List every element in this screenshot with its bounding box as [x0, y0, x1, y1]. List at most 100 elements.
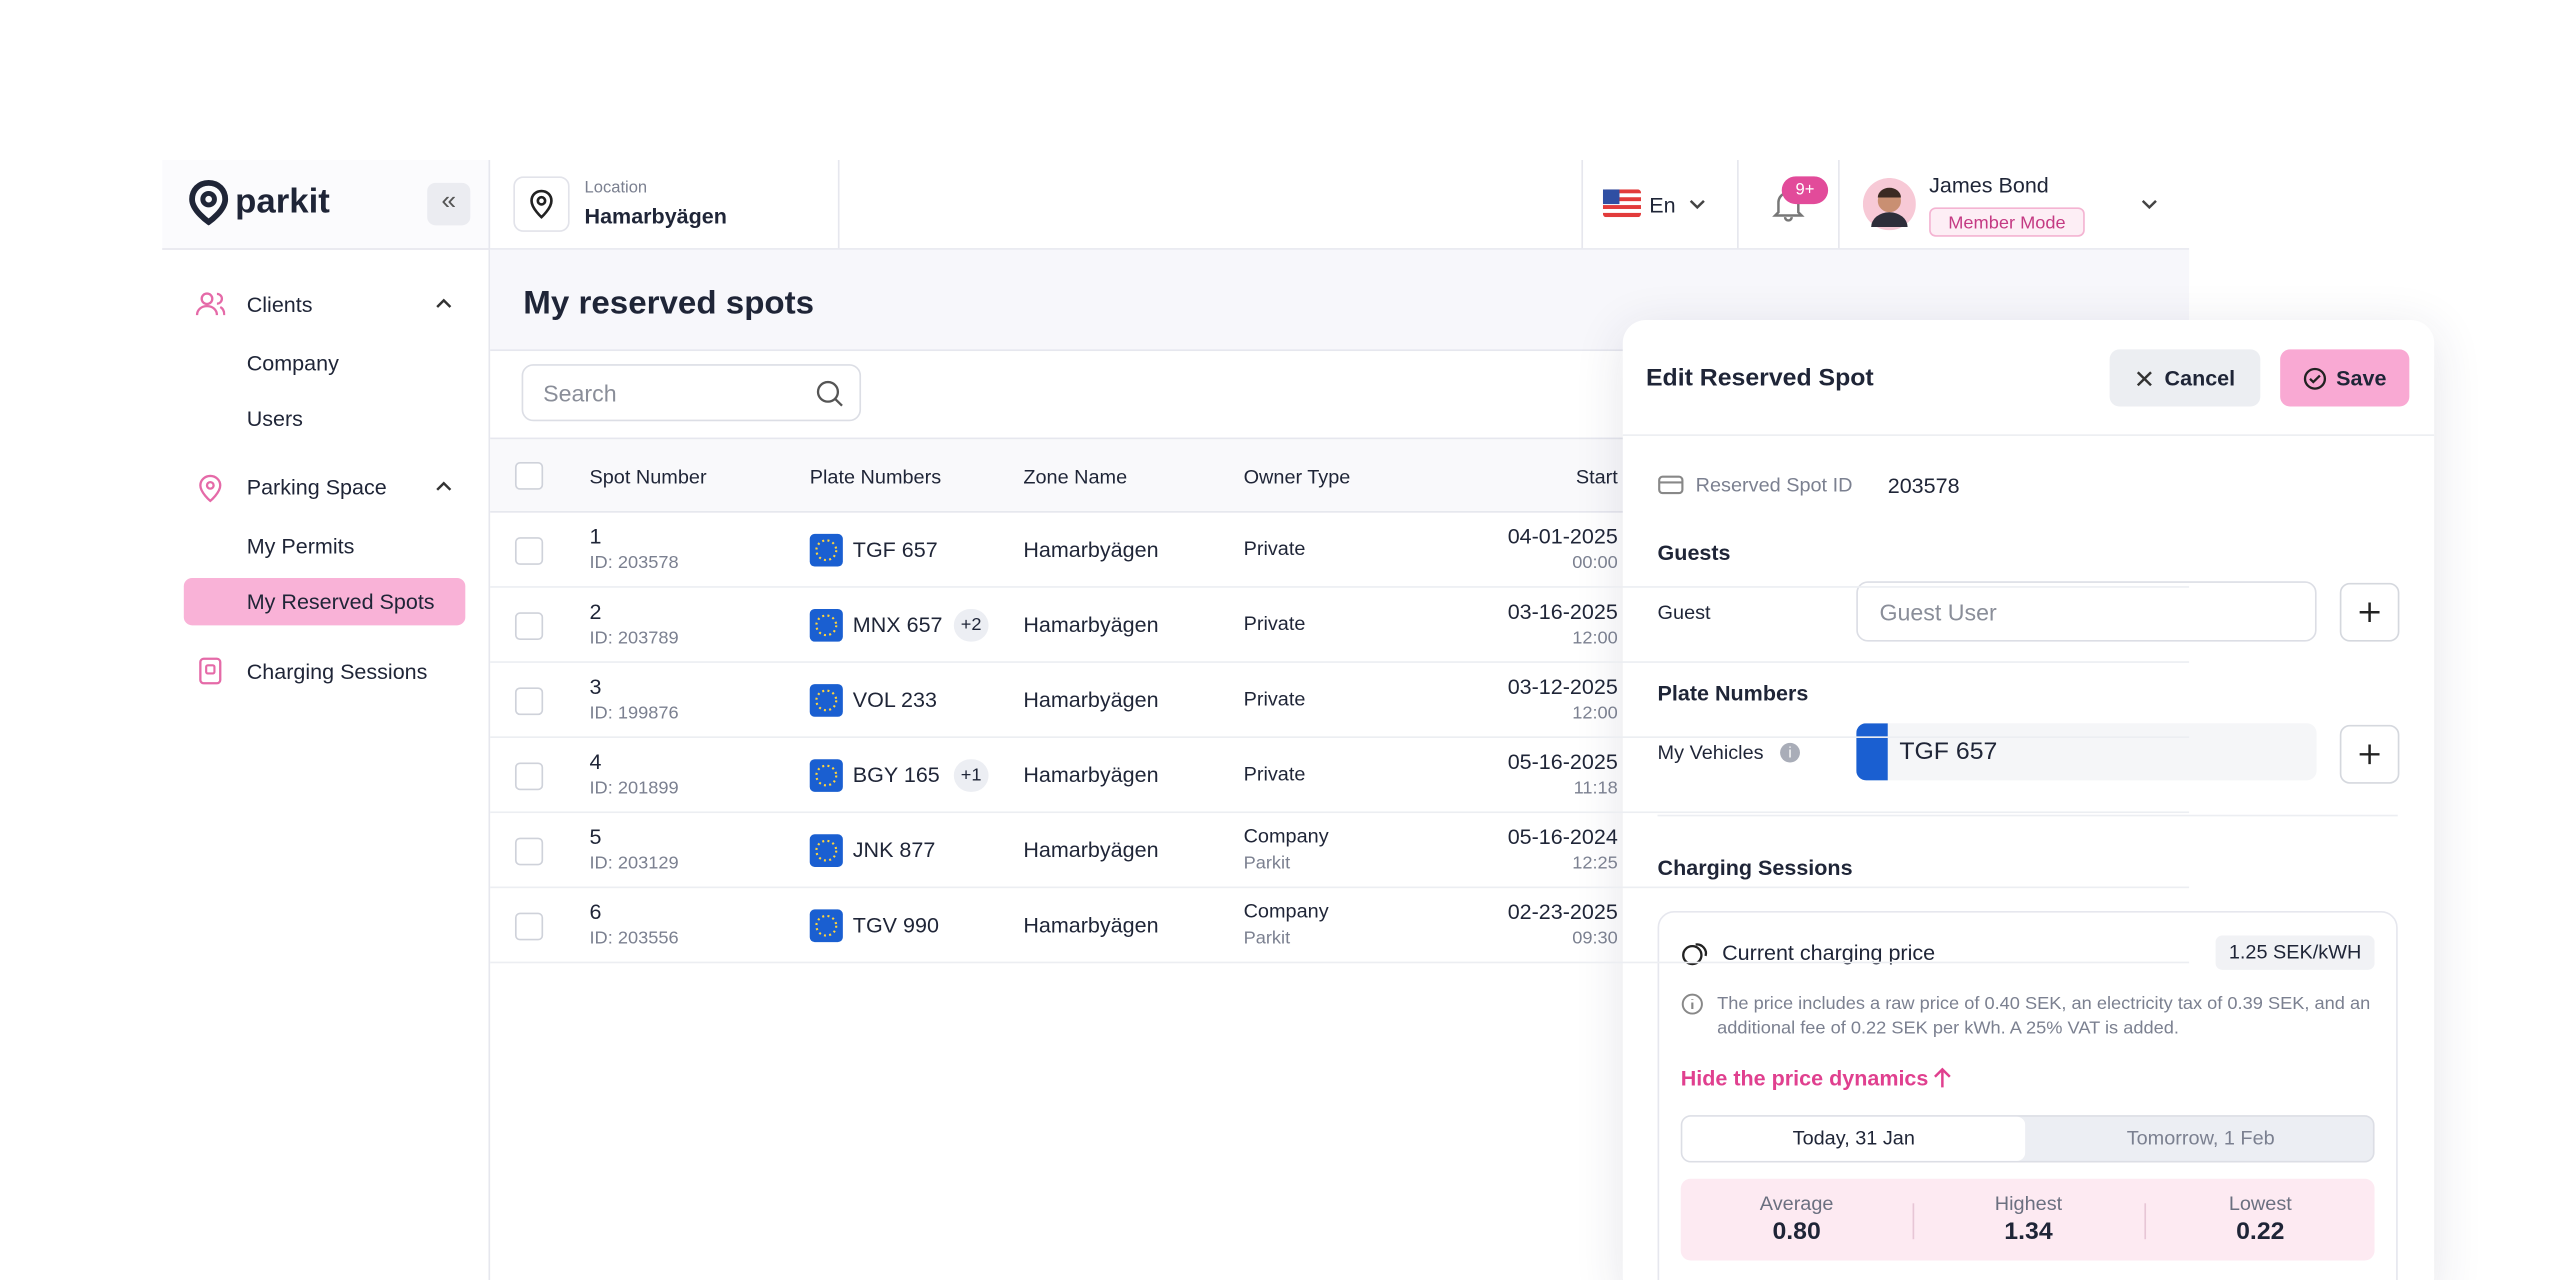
stat-value: 1.34: [2004, 1217, 2053, 1246]
divider: [1912, 1203, 1915, 1240]
nav-group[interactable]: Charging Sessions: [246, 659, 428, 685]
add-vehicle-button[interactable]: [2339, 724, 2400, 784]
cancel-label: Cancel: [2164, 365, 2236, 391]
page-title: My reserved spots: [523, 285, 815, 322]
divider: [1622, 434, 2435, 436]
collapse-button[interactable]: «: [427, 182, 471, 226]
owner-type: Private: [1243, 612, 1306, 636]
field-label: Guest: [1657, 600, 1711, 624]
field-label: Reserved Spot ID: [1695, 473, 1853, 497]
nav-active-bg: [183, 577, 466, 626]
eu-flag: [809, 533, 843, 567]
spot-id: ID: 201899: [589, 778, 679, 799]
user-name: James Bond: [1929, 173, 2049, 198]
start-date: 03-12-2025: [1507, 674, 1618, 699]
spot-number: 3: [589, 674, 602, 699]
section-heading: Plate Numbers: [1657, 680, 1809, 706]
checkbox[interactable]: [514, 612, 544, 641]
eu-flag: [809, 684, 843, 717]
plate: MNX 657: [852, 612, 943, 637]
checkbox[interactable]: [514, 837, 544, 866]
tab-active[interactable]: Today, 31 Jan: [1682, 1116, 2026, 1161]
divider: [837, 160, 840, 249]
clients-icon: [195, 292, 226, 316]
spot-number: 4: [589, 749, 602, 774]
toggle-link[interactable]: Hide the price dynamics: [1680, 1066, 1929, 1091]
checkbox[interactable]: [514, 462, 544, 490]
arrow-up: [1934, 1067, 1951, 1088]
chevron-up: [436, 298, 452, 308]
location-value[interactable]: Hamarbyägen: [584, 204, 727, 229]
price-label: Current charging price: [1722, 940, 1936, 965]
chevron-down[interactable]: [2139, 196, 2159, 212]
start-time: 09:30: [1572, 929, 1618, 949]
price-note: The price includes a raw price of 0.40 S…: [1717, 994, 2371, 1039]
zone: Hamarbyägen: [1023, 687, 1159, 712]
spot-number: 2: [589, 599, 602, 624]
checkbox[interactable]: [514, 912, 544, 941]
section-heading: Charging Sessions: [1657, 855, 1853, 881]
row-divider: [490, 961, 2190, 964]
us-flag: [1602, 189, 1641, 218]
spot-number: 1: [589, 524, 602, 549]
guest-input[interactable]: [1856, 581, 2317, 642]
parking-icon: [199, 474, 222, 503]
start-date: 03-16-2025: [1507, 599, 1618, 624]
nav-item[interactable]: Users: [246, 406, 303, 432]
brand: parkit: [235, 182, 330, 221]
info-icon[interactable]: i: [1780, 742, 1800, 763]
chevron-down: [1689, 199, 1705, 210]
tab[interactable]: Tomorrow, 1 Feb: [2126, 1126, 2275, 1150]
row-divider: [490, 736, 2190, 738]
nav-item[interactable]: Company: [246, 351, 339, 376]
start-date: 02-23-2025: [1507, 899, 1618, 925]
start-time: 12:25: [1572, 853, 1618, 874]
eu-flag: [809, 759, 843, 792]
cancel-button[interactable]: Cancel: [2109, 349, 2261, 407]
plate-extra: +1: [953, 759, 989, 792]
owner-type: Private: [1243, 537, 1306, 561]
search-box[interactable]: [521, 364, 862, 422]
nav-item-active[interactable]: My Reserved Spots: [246, 589, 435, 614]
section-heading: Guests: [1657, 540, 1731, 565]
start-time: 12:00: [1572, 628, 1618, 649]
search-icon: [816, 380, 843, 407]
zone: Hamarbyägen: [1023, 837, 1159, 863]
search-placeholder: Search: [543, 380, 617, 407]
location-label: Location: [584, 179, 648, 198]
language[interactable]: En: [1649, 192, 1676, 218]
column-header: Spot Number: [589, 465, 707, 489]
spot-id: ID: 203556: [589, 929, 679, 949]
stat-value: 0.80: [1772, 1217, 1821, 1246]
input-placeholder: Guest User: [1879, 599, 1997, 626]
zone: Hamarbyägen: [1023, 762, 1159, 787]
vehicle-field[interactable]: [1856, 723, 2317, 781]
checkbox[interactable]: [514, 687, 544, 716]
zone: Hamarbyägen: [1023, 912, 1159, 938]
checkbox[interactable]: [514, 537, 544, 565]
add-guest-button[interactable]: [2339, 582, 2400, 642]
spot-id: ID: 203129: [589, 853, 679, 874]
price-badge: 1.25 SEK/kWH: [2215, 935, 2375, 970]
stat-label: Lowest: [2228, 1191, 2292, 1215]
avatar[interactable]: [1862, 177, 1916, 231]
start-date: 05-16-2024: [1507, 824, 1618, 850]
checkbox[interactable]: [514, 762, 544, 791]
spot-number: 6: [589, 899, 602, 925]
nav-group[interactable]: Clients: [246, 292, 313, 317]
column-header: Owner Type: [1243, 465, 1351, 489]
field-value: 203578: [1887, 473, 1960, 498]
nav-group[interactable]: Parking Space: [246, 475, 387, 500]
eu-flag: [809, 909, 843, 943]
spot-id: ID: 203578: [589, 553, 679, 574]
row-divider: [490, 886, 2190, 889]
row-divider: [490, 661, 2190, 663]
vehicle-plate: TGF 657: [1899, 737, 1998, 766]
owner-sub: Parkit: [1243, 853, 1291, 874]
row-divider: [490, 811, 2190, 814]
panel-title: Edit Reserved Spot: [1645, 364, 1874, 392]
plate: VOL 233: [852, 687, 937, 712]
nav-item[interactable]: My Permits: [246, 533, 355, 559]
save-button[interactable]: Save: [2280, 349, 2410, 407]
